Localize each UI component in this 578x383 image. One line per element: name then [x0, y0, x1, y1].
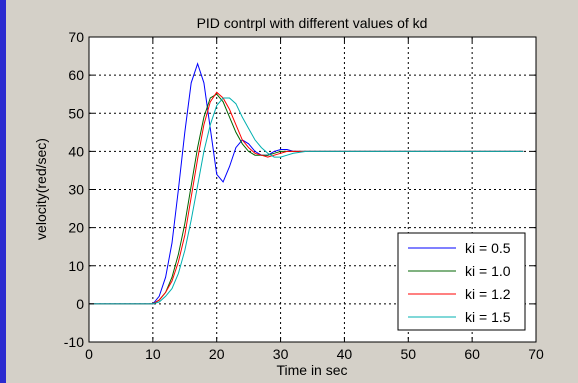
legend: ki = 0.5 ki = 1.0 ki = 1.2 ki = 1.5	[397, 232, 526, 331]
legend-label-3: ki = 1.2	[465, 286, 511, 302]
legend-label-4: ki = 1.5	[465, 309, 511, 325]
y-tick-label: 0	[76, 296, 84, 312]
x-tick-label: 20	[209, 346, 225, 362]
chart-title: PID contrpl with different values of kd	[197, 15, 428, 31]
x-tick-label: 50	[400, 346, 416, 362]
y-tick-label: 60	[68, 67, 84, 83]
x-tick-label: 30	[273, 346, 289, 362]
x-axis-label: Time in sec	[276, 362, 347, 378]
window-left-edge	[0, 0, 6, 383]
y-tick-label: 30	[68, 182, 84, 198]
series-line-4	[89, 97, 524, 305]
y-tick-label: 70	[68, 29, 84, 45]
x-tick-label: 40	[337, 346, 353, 362]
y-tick-label: 10	[68, 258, 84, 274]
series-lines	[89, 62, 524, 305]
grid-lines	[89, 37, 536, 342]
legend-label-1: ki = 0.5	[465, 240, 511, 256]
legend-label-2: ki = 1.0	[465, 263, 511, 279]
x-tick-label: 0	[85, 346, 93, 362]
legend-box	[397, 232, 526, 331]
x-tick-label: 60	[464, 346, 480, 362]
x-tick-label: 10	[145, 346, 161, 362]
y-tick-label: -10	[64, 334, 84, 350]
y-axis-label: velocity(red/sec)	[33, 138, 49, 240]
y-tick-label: 20	[68, 220, 84, 236]
y-tick-label: 40	[68, 143, 84, 159]
y-tick-label: 50	[68, 105, 84, 121]
x-tick-label: 70	[528, 346, 544, 362]
